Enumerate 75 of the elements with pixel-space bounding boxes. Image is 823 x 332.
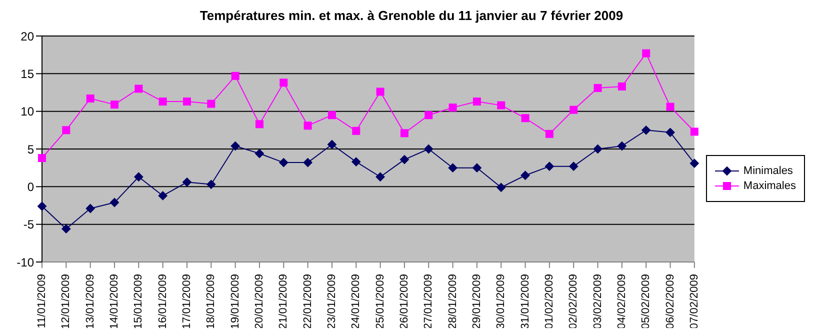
- point: [520, 170, 530, 180]
- point: [206, 180, 216, 189]
- point: [255, 120, 264, 128]
- point: [593, 144, 602, 154]
- point: [400, 155, 409, 164]
- point: [86, 204, 95, 214]
- point: [110, 100, 118, 109]
- point: [62, 224, 71, 234]
- point: [642, 126, 651, 135]
- x-tick-label: 13/01/2009: [84, 274, 96, 330]
- y-tick-label: 15: [20, 66, 34, 81]
- x-tick-label: 19/01/2009: [229, 274, 242, 330]
- point: [642, 49, 650, 58]
- y-tick-label: 20: [20, 29, 34, 44]
- x-tick-label: 16/01/2009: [156, 274, 169, 330]
- x-tick-label: 12/01/2009: [60, 274, 72, 330]
- chart-title: Températures min. et max. à Grenoble du 11 janvier au 7 février 2009: [198, 8, 624, 25]
- point: [594, 84, 602, 92]
- y-tick-label: 5: [27, 142, 34, 156]
- point: [134, 172, 144, 182]
- point: [182, 98, 191, 106]
- point: [38, 202, 46, 211]
- point: [207, 100, 216, 108]
- point: [472, 98, 481, 106]
- point: [86, 94, 94, 103]
- point: [110, 198, 119, 207]
- point: [544, 162, 554, 171]
- point: [158, 98, 167, 106]
- point: [496, 182, 506, 192]
- point: [569, 162, 578, 171]
- point: [352, 157, 361, 166]
- point: [666, 128, 675, 137]
- point: [472, 163, 482, 172]
- point: [666, 102, 674, 111]
- point: [497, 101, 506, 110]
- x-tick-label: 17/01/2009: [180, 274, 193, 330]
- point: [424, 111, 433, 120]
- point: [231, 72, 240, 80]
- point: [448, 163, 458, 172]
- point: [690, 128, 698, 136]
- point: [280, 78, 288, 87]
- point: [376, 172, 385, 182]
- legend-label: Minimales: [743, 164, 793, 176]
- point: [400, 129, 408, 138]
- y-tick-label: -5: [23, 218, 34, 232]
- point: [254, 149, 264, 158]
- point: [521, 114, 530, 122]
- point: [352, 126, 360, 135]
- point: [158, 191, 168, 200]
- point: [376, 88, 384, 96]
- x-tick-label: 15/01/2009: [132, 274, 145, 330]
- point: [327, 140, 336, 149]
- point: [304, 122, 312, 130]
- point: [570, 106, 578, 114]
- point: [182, 178, 192, 187]
- point: [618, 82, 626, 90]
- y-tick-label: 10: [20, 104, 34, 119]
- x-tick-label: 11/01/2009: [36, 274, 48, 328]
- x-tick-label: 14/01/2009: [108, 274, 120, 330]
- point: [545, 130, 554, 138]
- point: [617, 141, 626, 150]
- x-tick-label: 18/01/2009: [205, 274, 218, 330]
- point: [303, 158, 312, 168]
- point: [424, 144, 434, 154]
- legend-label: Maximales: [743, 180, 796, 192]
- point: [38, 154, 46, 162]
- y-tick-label: 0: [27, 180, 34, 194]
- point: [690, 158, 699, 168]
- point: [62, 126, 70, 134]
- y-tick-label: -10: [16, 255, 34, 270]
- point: [279, 158, 288, 168]
- point: [230, 141, 240, 150]
- point: [328, 111, 336, 120]
- point: [134, 84, 143, 93]
- point: [448, 104, 457, 112]
